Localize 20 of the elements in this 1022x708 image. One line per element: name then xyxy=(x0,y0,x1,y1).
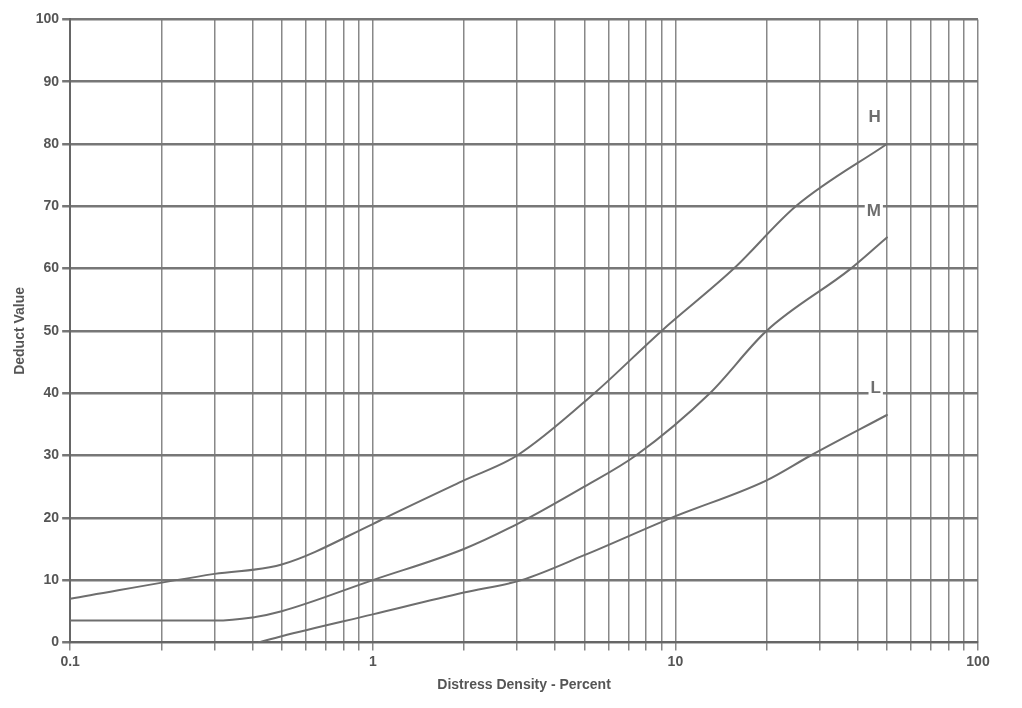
y-tick-label: 0 xyxy=(51,633,60,650)
y-tick-label: 80 xyxy=(43,134,60,151)
y-axis-title: Deduct Value xyxy=(11,286,28,375)
series-label: H xyxy=(868,107,881,127)
series-label: L xyxy=(870,378,881,398)
x-axis-title: Distress Density - Percent xyxy=(437,676,612,693)
y-tick-label: 90 xyxy=(43,72,60,89)
x-tick-label: 1 xyxy=(368,652,377,669)
x-tick-label: 10 xyxy=(667,652,684,669)
series-label: M xyxy=(866,200,881,220)
x-tick-label: 100 xyxy=(966,652,990,669)
y-tick-label: 100 xyxy=(35,10,60,27)
x-tick-label: 0.1 xyxy=(60,652,81,669)
y-tick-label: 30 xyxy=(43,446,60,463)
y-tick-label: 70 xyxy=(43,197,60,214)
y-tick-label: 60 xyxy=(43,259,60,276)
y-tick-label: 20 xyxy=(43,508,60,525)
y-tick-label: 50 xyxy=(43,321,60,338)
y-tick-label: 10 xyxy=(43,570,60,587)
y-tick-label: 40 xyxy=(43,384,60,401)
